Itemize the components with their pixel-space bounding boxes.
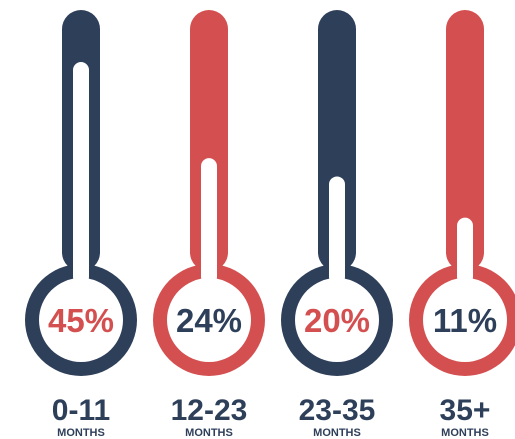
value-fill-bar [201, 158, 217, 285]
category-label: 12-23 [171, 394, 248, 427]
value-label: 20% [304, 302, 370, 339]
bulb-inner [423, 278, 507, 362]
bulb-inner [39, 278, 123, 362]
bulb-inner [167, 278, 251, 362]
value-label: 11% [433, 302, 497, 339]
category-unit-label: MONTHS [57, 427, 105, 439]
category-unit-label: MONTHS [185, 427, 233, 439]
category-label: 35+ [440, 394, 491, 427]
category-unit-label: MONTHS [441, 427, 489, 439]
value-fill-bar [73, 62, 89, 285]
bulb-inner [295, 278, 379, 362]
category-label: 0-11 [52, 394, 110, 427]
thermometer-4: 11% 35+MONTHS [409, 10, 515, 439]
value-label: 24% [176, 302, 242, 339]
thermometer-tube [190, 10, 228, 272]
value-fill-bar [457, 217, 473, 285]
value-fill-bar [329, 176, 345, 285]
category-unit-label: MONTHS [313, 427, 361, 439]
category-label: 23-35 [299, 394, 376, 427]
value-label: 45% [48, 302, 114, 339]
thermometer-tube [446, 10, 484, 272]
thermometer-tube [318, 10, 356, 272]
